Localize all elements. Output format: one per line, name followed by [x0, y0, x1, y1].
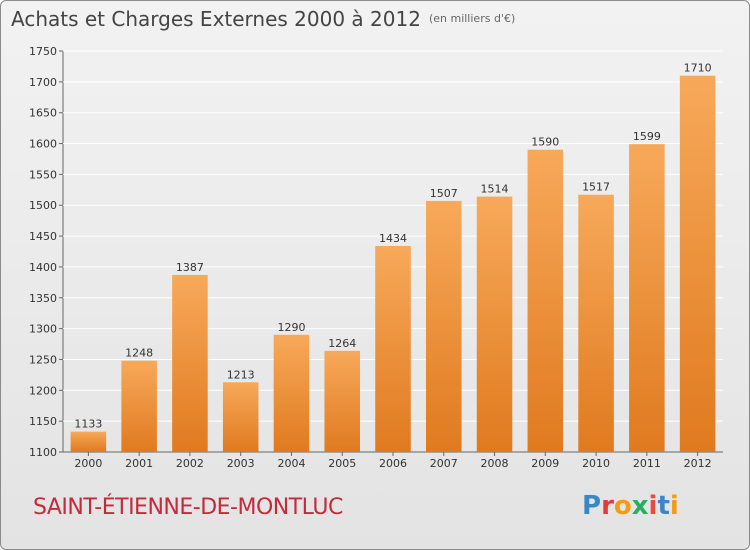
- x-tick-label: 2000: [74, 457, 102, 470]
- data-label-2009: 1590: [531, 136, 559, 149]
- x-tick-label: 2001: [125, 457, 153, 470]
- x-tick-label: 2007: [430, 457, 458, 470]
- x-tick-label: 2004: [277, 457, 305, 470]
- data-label-2010: 1517: [582, 181, 610, 194]
- bar-2003: [222, 382, 259, 452]
- data-label-2008: 1514: [481, 183, 509, 196]
- logo-letter: o: [613, 491, 632, 521]
- y-tick-label: 1550: [29, 168, 57, 181]
- x-tick-label: 2009: [531, 457, 559, 470]
- data-label-2005: 1264: [328, 337, 356, 350]
- data-label-2007: 1507: [430, 187, 458, 200]
- y-tick-label: 1450: [29, 230, 57, 243]
- bar-2012: [679, 75, 716, 452]
- logo-letter: i: [669, 491, 679, 521]
- bar-2008: [476, 196, 513, 452]
- x-tick-label: 2006: [379, 457, 407, 470]
- logo-letter: i: [648, 491, 658, 521]
- data-label-2004: 1290: [277, 321, 305, 334]
- y-tick-label: 1200: [29, 384, 57, 397]
- bar-2002: [172, 274, 208, 452]
- logo-letter: P: [582, 491, 602, 521]
- bar-2009: [527, 149, 564, 452]
- chart-unit: (en milliers d'€): [428, 12, 516, 25]
- bar-2010: [578, 194, 614, 452]
- data-label-2006: 1434: [379, 232, 407, 245]
- bar-2007: [426, 200, 462, 452]
- chart-title-text: Achats et Charges Externes 2000 à 2012: [11, 7, 421, 31]
- bar-2011: [629, 144, 665, 452]
- y-tick-label: 1650: [29, 107, 57, 120]
- x-tick-label: 2011: [633, 457, 661, 470]
- y-tick-label: 1100: [29, 446, 57, 459]
- y-tick-label: 1700: [29, 76, 57, 89]
- logo-letter: t: [657, 491, 670, 521]
- proxiti-logo: Proxiti: [582, 491, 679, 521]
- bar-2000: [70, 431, 107, 452]
- y-tick-label: 1350: [29, 292, 57, 305]
- x-tick-label: 2008: [481, 457, 509, 470]
- data-label-2012: 1710: [684, 62, 712, 75]
- y-tick-label: 1400: [29, 261, 57, 274]
- data-label-2000: 1133: [74, 418, 102, 431]
- bar-2004: [273, 334, 310, 452]
- x-tick-label: 2005: [328, 457, 356, 470]
- data-label-2011: 1599: [633, 130, 661, 143]
- x-tick-label: 2012: [684, 457, 712, 470]
- y-tick-label: 1500: [29, 199, 57, 212]
- y-tick-label: 1600: [29, 138, 57, 151]
- chart-title: Achats et Charges Externes 2000 à 2012 (e…: [11, 7, 515, 31]
- bar-2001: [121, 360, 157, 452]
- y-tick-label: 1300: [29, 323, 57, 336]
- data-label-2001: 1248: [125, 347, 153, 360]
- data-label-2002: 1387: [176, 261, 204, 274]
- bar-2005: [324, 350, 360, 452]
- x-tick-label: 2002: [176, 457, 204, 470]
- logo-letter: x: [631, 491, 649, 521]
- y-tick-label: 1750: [29, 45, 57, 58]
- y-tick-label: 1150: [29, 415, 57, 428]
- logo-letter: r: [601, 491, 614, 521]
- x-tick-label: 2003: [227, 457, 255, 470]
- data-label-2003: 1213: [227, 368, 255, 381]
- bar-2006: [375, 245, 411, 452]
- y-tick-label: 1250: [29, 353, 57, 366]
- city-name: SAINT-ÉTIENNE-DE-MONTLUC: [33, 495, 343, 520]
- x-tick-label: 2010: [582, 457, 610, 470]
